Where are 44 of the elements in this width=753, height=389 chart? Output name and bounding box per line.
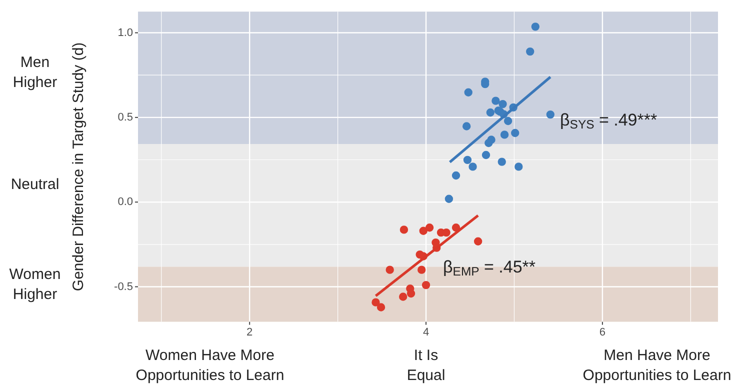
point [504, 116, 512, 126]
point [406, 289, 416, 298]
point [398, 292, 408, 301]
text: Women Have More Opportunities to Learn [136, 347, 284, 384]
point [498, 100, 507, 108]
x-tick-label: 6 [599, 326, 606, 338]
point [444, 194, 454, 203]
y-tick-label: 0.0 [118, 196, 133, 208]
point [464, 88, 472, 96]
point [463, 156, 472, 164]
point [452, 171, 460, 180]
point [482, 150, 490, 160]
point [500, 130, 509, 139]
point [492, 96, 500, 105]
y-tick-label: 1.0 [118, 26, 133, 39]
point [376, 303, 386, 312]
point [514, 162, 523, 171]
point [418, 266, 426, 274]
point [422, 280, 430, 290]
point [498, 158, 506, 166]
point [468, 162, 477, 171]
text: Neutral [10, 176, 60, 194]
point [474, 237, 482, 246]
point [386, 266, 394, 274]
x-tick-label: 2 [246, 326, 253, 338]
point [425, 224, 434, 232]
point [462, 122, 471, 130]
point [546, 110, 554, 119]
point [484, 138, 493, 148]
text: Men Have More Opportunities to Learn [582, 347, 732, 384]
text: Men Higher [12, 54, 58, 92]
text: Women Higher [9, 266, 61, 304]
point [400, 226, 408, 234]
x-tick-label: 4 [422, 326, 430, 338]
text: It Is Equal [406, 347, 446, 384]
point [531, 22, 540, 31]
point [419, 226, 428, 235]
point [486, 108, 495, 117]
y-tick-label: -0.5 [114, 280, 133, 293]
y-axis-title: Gender Difference in Target Study (d) [70, 42, 88, 292]
point [511, 128, 520, 138]
point [372, 298, 380, 306]
point [526, 47, 534, 56]
y-tick-label: 0.5 [118, 111, 133, 124]
